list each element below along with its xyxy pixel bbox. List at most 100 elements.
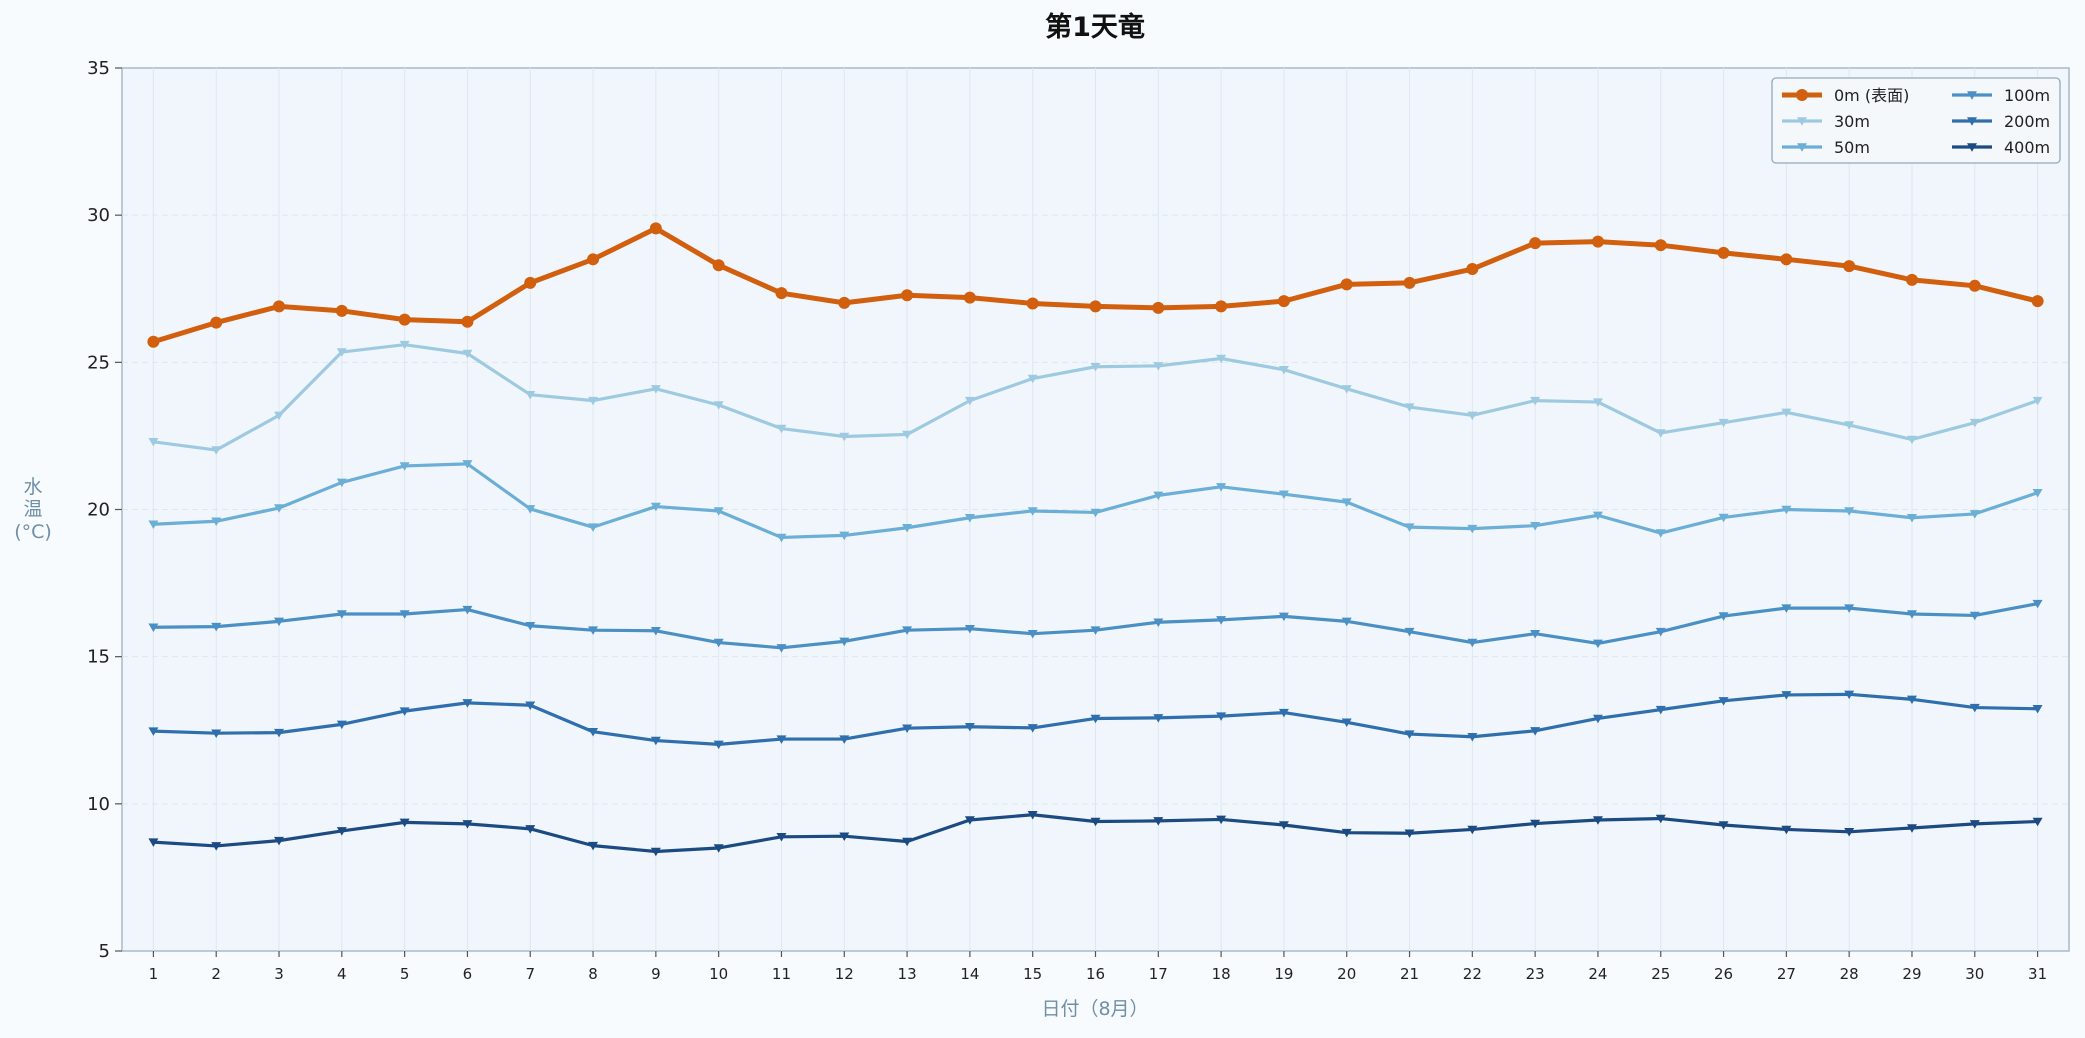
data-point: [1592, 639, 1603, 649]
x-tick-label: 16: [1086, 965, 1105, 983]
data-point: [1341, 498, 1352, 507]
y-axis-label-line-3: (°C): [14, 521, 52, 543]
data-point: [1466, 263, 1479, 276]
data-point: [1781, 505, 1792, 515]
data-point: [712, 259, 725, 272]
x-tick-label: 22: [1463, 965, 1482, 983]
data-point: [1718, 612, 1729, 621]
data-point: [1844, 828, 1855, 837]
data-point: [650, 502, 661, 512]
data-point: [839, 531, 850, 541]
data-point: [1277, 295, 1290, 308]
data-point: [1906, 824, 1917, 833]
data-point: [650, 736, 661, 746]
legend-label: 200m: [2004, 112, 2050, 131]
legend: 0m (表面) 30m 50m 100m 200m 400m: [1771, 77, 2061, 164]
data-point: [1403, 276, 1416, 289]
data-point: [1591, 235, 1604, 248]
data-point: [1844, 604, 1855, 613]
x-tick-label: 23: [1526, 965, 1545, 983]
data-point: [1969, 611, 1980, 621]
y-tick-label: 25: [87, 352, 110, 373]
data-point: [1027, 629, 1038, 639]
data-point: [776, 533, 787, 543]
data-point: [462, 699, 473, 708]
legend-label: 100m: [2004, 86, 2050, 105]
data-point: [274, 836, 285, 846]
data-point: [1341, 718, 1352, 728]
x-tick-label: 7: [525, 965, 535, 983]
legend-swatch-marker: [1967, 143, 1977, 152]
data-point: [1592, 714, 1603, 724]
data-point: [1278, 612, 1289, 622]
y-axis-label: 水 温 (°C): [14, 476, 52, 543]
data-point: [1090, 508, 1101, 518]
data-point: [1780, 253, 1793, 266]
legend-entry: 50m: [1782, 138, 1870, 157]
data-point: [2032, 817, 2043, 827]
data-point: [650, 627, 661, 636]
data-point: [713, 844, 724, 853]
data-point: [1968, 279, 1981, 292]
data-point: [525, 622, 536, 631]
x-tick-label: 11: [772, 965, 791, 983]
legend-swatch-marker: [1797, 117, 1807, 126]
y-tick-label: 5: [99, 941, 110, 962]
data-point: [587, 253, 600, 266]
data-point: [335, 304, 348, 317]
x-tick-label: 19: [1274, 965, 1293, 983]
data-point: [1592, 816, 1603, 825]
data-point: [211, 622, 222, 632]
data-point: [1969, 418, 1980, 428]
data-point: [399, 818, 410, 828]
data-point: [839, 432, 850, 442]
legend-items: 0m (表面) 30m 50m 100m 200m 400m: [1782, 86, 2050, 157]
series-5: [148, 810, 2043, 857]
data-point: [1529, 237, 1542, 250]
legend-label: 50m: [1834, 138, 1870, 157]
data-point: [901, 289, 914, 302]
data-point: [1341, 828, 1352, 838]
data-point: [1027, 810, 1038, 820]
data-point: [461, 315, 474, 328]
data-point: [776, 424, 787, 434]
data-point: [713, 638, 724, 648]
data-point: [776, 644, 787, 653]
x-tick-label: 9: [651, 965, 661, 983]
data-point: [713, 507, 724, 516]
data-point: [274, 411, 285, 421]
data-point: [1089, 300, 1102, 313]
data-point: [462, 349, 473, 359]
series-1: [148, 340, 2043, 455]
series-layer: [147, 222, 2044, 857]
data-point: [399, 340, 410, 350]
x-tick-label: 25: [1651, 965, 1670, 983]
data-point: [1090, 714, 1101, 724]
data-point: [1717, 246, 1730, 259]
data-point: [211, 729, 222, 738]
data-point: [588, 626, 599, 635]
legend-swatch-marker: [1967, 91, 1977, 100]
data-point: [839, 735, 850, 744]
data-point: [210, 316, 223, 329]
data-point: [902, 724, 913, 733]
data-point: [1467, 825, 1478, 835]
data-point: [1278, 708, 1289, 718]
data-point: [1969, 820, 1980, 829]
data-point: [1216, 483, 1227, 492]
data-point: [1530, 521, 1541, 531]
data-point: [1530, 727, 1541, 736]
data-point: [1530, 629, 1541, 639]
data-point: [963, 291, 976, 304]
data-point: [588, 396, 599, 406]
x-tick-label: 20: [1337, 965, 1356, 983]
legend-label: 30m: [1834, 112, 1870, 131]
data-point: [1906, 513, 1917, 523]
data-point: [336, 478, 347, 488]
data-point: [1340, 278, 1353, 291]
data-point: [1655, 429, 1666, 438]
data-point: [1718, 821, 1729, 830]
data-point: [1404, 523, 1415, 532]
